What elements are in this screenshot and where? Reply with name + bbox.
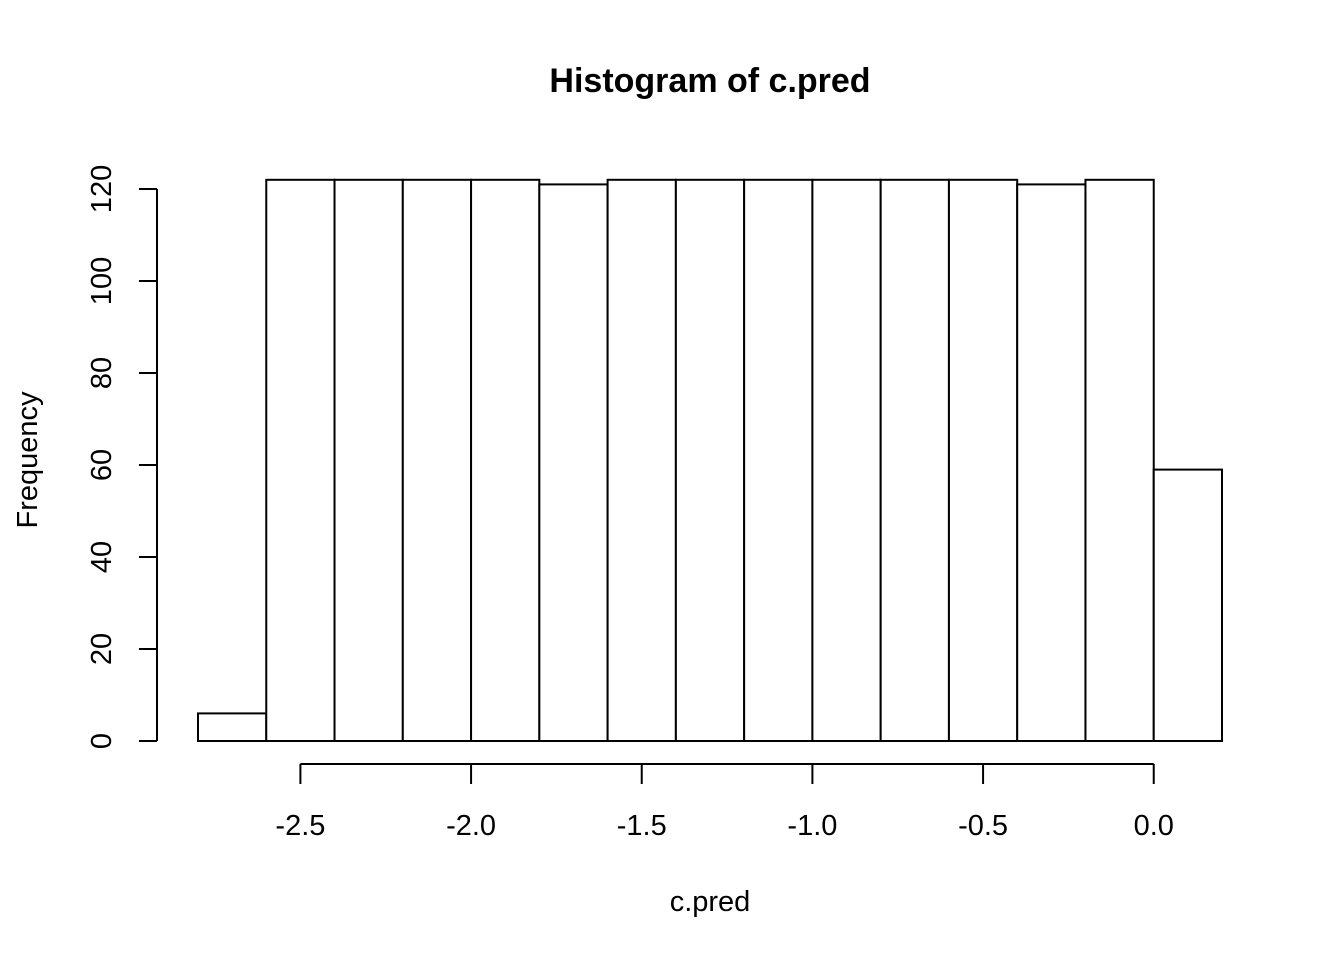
histogram-bar: [674, 178, 746, 743]
histogram-bar: [947, 178, 1019, 743]
histogram-bar: [1084, 178, 1155, 743]
y-axis-label: Frequency: [12, 391, 44, 529]
histogram-bar: [743, 178, 814, 743]
histogram-bar: [470, 178, 541, 743]
x-axis: -2.5 -2.0 -1.5 -1.0 -0.5 0.0: [275, 763, 1174, 842]
y-tick-label: 0: [86, 733, 118, 749]
x-tick-label: -1.0: [787, 810, 837, 842]
histogram-bar: [401, 178, 473, 743]
y-tick-label: 100: [86, 257, 118, 305]
histogram-bar: [811, 178, 882, 743]
bars-group: [197, 178, 1223, 743]
y-axis: 0 20 40 60 80 100 120: [86, 165, 158, 749]
x-tick-label: -0.5: [958, 810, 1008, 842]
y-tick-label: 20: [86, 633, 118, 665]
y-tick-label: 60: [86, 449, 118, 481]
histogram-bar: [1152, 468, 1223, 742]
histogram-bar: [197, 712, 268, 743]
chart-title: Histogram of c.pred: [549, 62, 870, 100]
x-tick-label: 0.0: [1134, 810, 1174, 842]
y-tick-label: 120: [86, 165, 118, 213]
y-tick-label: 80: [86, 357, 118, 389]
x-axis-label: c.pred: [670, 886, 751, 918]
y-tick-label: 40: [86, 541, 118, 573]
histogram-bar: [538, 183, 609, 742]
histogram-bar: [879, 178, 950, 743]
histogram-bar: [333, 178, 404, 743]
histogram-bar: [1016, 183, 1087, 742]
histogram-bar: [606, 178, 677, 743]
x-tick-label: -2.5: [275, 810, 325, 842]
histogram-bar: [265, 178, 336, 743]
x-tick-label: -2.0: [446, 810, 496, 842]
x-tick-label: -1.5: [617, 810, 667, 842]
